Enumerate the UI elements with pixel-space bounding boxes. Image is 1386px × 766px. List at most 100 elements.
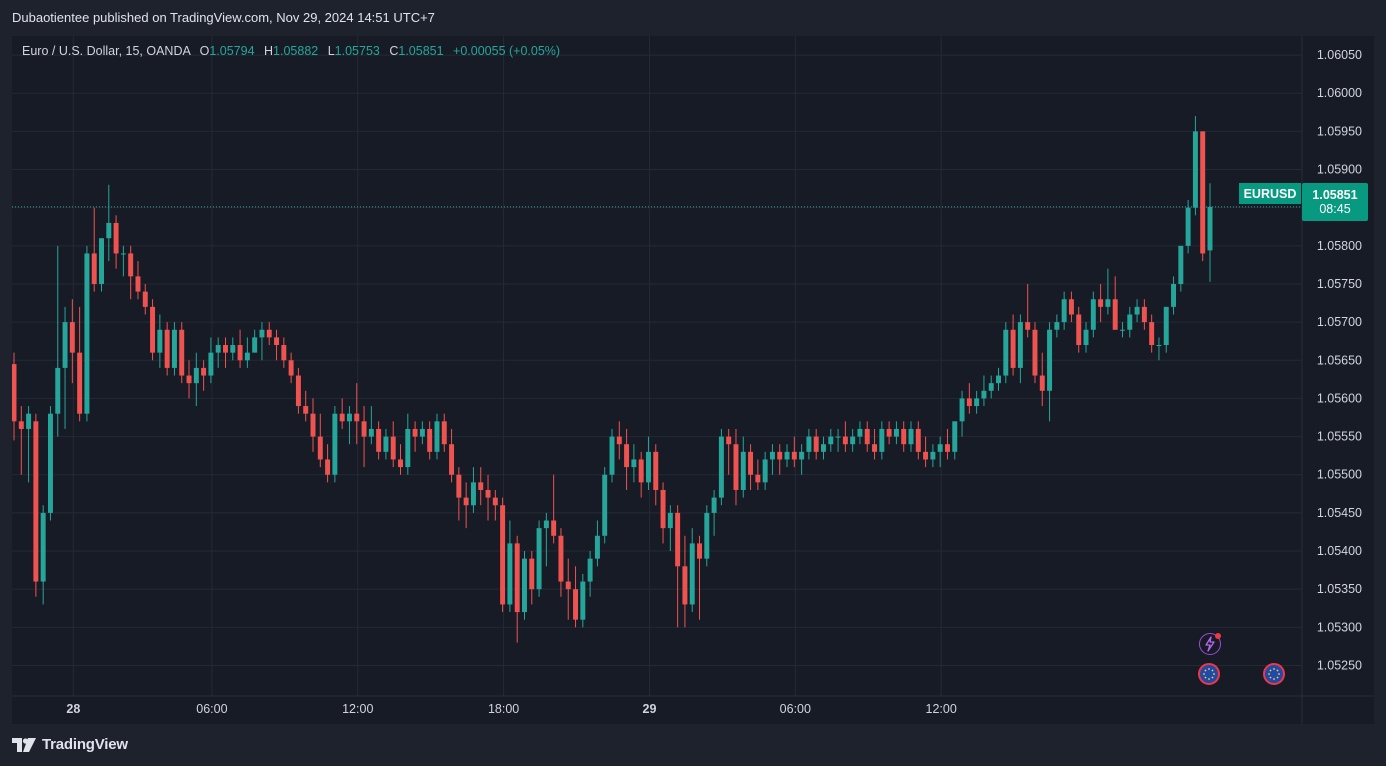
candle-body <box>857 428 863 437</box>
candle <box>1156 337 1162 361</box>
x-tick-label: 18:00 <box>488 702 519 716</box>
candle-body <box>135 276 141 292</box>
candle-body <box>62 322 68 368</box>
candle <box>1192 116 1198 216</box>
candle <box>966 383 972 414</box>
candlestick-chart[interactable]: 1.060501.060001.059501.059001.058501.058… <box>12 36 1374 724</box>
candle-body <box>339 413 345 422</box>
candle-body <box>295 375 301 407</box>
candle <box>325 444 331 483</box>
candle-body <box>478 482 484 490</box>
candle-body <box>711 497 717 513</box>
candle <box>988 375 994 399</box>
candle-body <box>164 329 170 368</box>
candle-body <box>368 428 374 437</box>
y-tick-label: 1.05450 <box>1317 506 1362 520</box>
candle <box>150 299 156 361</box>
candle-body <box>806 436 812 452</box>
candle-body <box>1068 299 1074 315</box>
candle <box>398 444 403 475</box>
x-tick-label: 29 <box>643 702 657 716</box>
candle <box>1134 299 1140 323</box>
candle-body <box>274 337 280 346</box>
candle-body <box>850 436 856 445</box>
candle <box>609 428 615 483</box>
candle <box>157 314 163 368</box>
candle-body <box>485 489 491 498</box>
candle-body <box>390 436 396 460</box>
tradingview-logo-icon <box>12 737 36 752</box>
candle <box>128 245 134 300</box>
candle <box>1185 200 1191 254</box>
candle <box>237 329 243 368</box>
low-label: L <box>327 44 335 58</box>
candle-body <box>915 428 921 452</box>
candle-body <box>558 535 564 582</box>
candle-body <box>529 558 535 590</box>
candle-body <box>981 390 987 399</box>
candle <box>449 428 455 483</box>
candle <box>908 421 914 452</box>
lightning-icon[interactable] <box>1199 632 1221 655</box>
candle-body <box>1083 329 1089 346</box>
candle <box>1039 352 1045 407</box>
candle-body <box>1090 299 1096 330</box>
eu-flag-icon[interactable] <box>1198 663 1220 685</box>
candle <box>879 421 885 460</box>
candle-body <box>376 428 382 452</box>
candle-body <box>551 520 557 536</box>
candle <box>689 528 695 613</box>
candle-body <box>1054 322 1060 330</box>
x-tick-label: 06:00 <box>196 702 227 716</box>
candle <box>1068 291 1074 323</box>
candle <box>850 428 856 452</box>
candle-body <box>1178 245 1184 284</box>
candle-body <box>872 444 878 452</box>
candle <box>1090 291 1096 338</box>
candle <box>602 467 608 544</box>
candle <box>864 421 870 452</box>
candle <box>1141 299 1147 330</box>
candle-body <box>354 413 360 422</box>
candle-body <box>237 345 243 361</box>
candle <box>1200 131 1206 262</box>
publisher-line: Dubaotientee published on TradingView.co… <box>12 10 435 25</box>
candle-body <box>821 444 826 452</box>
candle-body <box>325 459 331 475</box>
candle-body <box>908 428 914 445</box>
candle-body <box>230 345 236 353</box>
close-value: 1.05851 <box>398 44 444 58</box>
candle-body <box>412 428 418 437</box>
candle <box>901 421 907 452</box>
candle <box>558 528 564 597</box>
candle <box>463 482 469 529</box>
chart-frame[interactable]: 1.060501.060001.059501.059001.058501.058… <box>12 36 1374 724</box>
candle-body <box>1171 283 1177 307</box>
candle <box>223 337 228 368</box>
candle <box>937 436 943 468</box>
candle-body <box>186 375 192 384</box>
candle <box>1105 268 1111 315</box>
candle <box>1083 322 1089 353</box>
candle <box>310 398 316 452</box>
candle <box>33 413 39 597</box>
candle <box>171 322 177 376</box>
candle-body <box>930 451 936 460</box>
candle <box>47 406 53 521</box>
candle <box>1025 283 1031 338</box>
candle <box>981 375 987 407</box>
tradingview-logo[interactable]: TradingView <box>12 736 128 753</box>
candle-body <box>609 436 615 475</box>
candle-body <box>799 451 805 460</box>
candle-body <box>748 451 754 475</box>
candle-body <box>777 451 783 460</box>
candle-body <box>901 428 907 445</box>
candle-body <box>1149 322 1155 346</box>
candle-body <box>842 436 848 445</box>
candle <box>317 413 323 468</box>
candle <box>762 451 768 490</box>
candle-body <box>434 421 440 452</box>
candle-body <box>952 421 958 452</box>
last-price-box: 1.05851 08:45 <box>1302 183 1368 221</box>
eu-flag-icon[interactable] <box>1263 663 1285 685</box>
